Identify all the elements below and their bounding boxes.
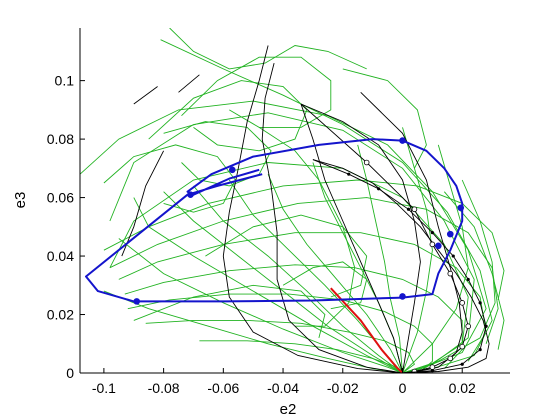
blue-marker: [446, 230, 454, 238]
dot-marker: [347, 172, 351, 176]
open-circle-marker: [459, 300, 466, 306]
open-circle-marker: [447, 270, 454, 277]
y-tick-label: 0.04: [47, 248, 74, 264]
dot-marker: [430, 369, 434, 373]
green-trajectory-line: [163, 191, 403, 373]
x-tick-label: -0.08: [148, 380, 180, 396]
open-circle-marker: [429, 241, 436, 248]
y-axis-label: e3: [12, 192, 29, 209]
black-trajectories: [121, 45, 490, 373]
axes: -0.1 -0.08 -0.06 -0.04 -0.02 0 0.02 00.020.040…: [47, 28, 510, 396]
green-trajectory-line: [258, 127, 356, 327]
green-trajectory-line: [160, 39, 493, 373]
green-trajectory-line: [267, 174, 403, 373]
blue-line: [85, 138, 464, 303]
green-trajectory-line: [402, 127, 433, 373]
x-tick-label: -0.1: [92, 380, 116, 396]
green-trajectory-line: [163, 121, 272, 187]
x-ticks: -0.1 -0.08 -0.06 -0.04 -0.02 0 0.02: [92, 368, 476, 396]
blue-marker: [399, 293, 406, 300]
black-trajectory-line: [133, 86, 158, 105]
dot-marker: [478, 348, 482, 352]
dot-marker: [478, 301, 482, 305]
open-circle-marker: [447, 355, 454, 362]
black-trajectory-line: [222, 45, 403, 373]
green-trajectory-line: [80, 100, 487, 373]
dot-marker: [484, 324, 488, 328]
green-trajectory-line: [145, 319, 415, 373]
x-tick-label: -0.04: [267, 380, 299, 396]
red-segment: [330, 287, 404, 373]
dot-marker: [451, 254, 455, 258]
blue-marker: [187, 191, 194, 198]
green-trajectory-line: [124, 264, 463, 369]
y-tick-label: 0.02: [47, 307, 74, 323]
red-line: [330, 287, 404, 373]
x-tick-label: -0.02: [327, 380, 359, 396]
green-trajectory-line: [133, 284, 326, 339]
y-tick-label: 0.06: [47, 190, 74, 206]
green-trajectory-line: [181, 56, 332, 128]
marked-trajectory-line: [300, 103, 469, 373]
x-tick-label: 0: [399, 380, 407, 396]
black-trajectory-line: [312, 159, 490, 373]
green-trajectory-line: [109, 112, 475, 373]
y-tick-label: 0: [66, 365, 74, 381]
green-trajectory-line: [127, 293, 433, 372]
marked-trajectories: [300, 103, 488, 373]
black-trajectory-line: [178, 74, 200, 93]
x-axis-label: e2: [280, 401, 297, 418]
green-trajectory-line: [205, 214, 368, 298]
blue-marker: [399, 137, 406, 144]
blue-marker: [133, 298, 141, 305]
dot-marker: [460, 362, 464, 366]
open-circle-marker: [429, 364, 436, 370]
x-tick-label: -0.06: [207, 380, 239, 396]
y-ticks: 0 0.02 0.04 0.06 0.08 0.1: [47, 73, 85, 381]
green-trajectory-line: [133, 197, 403, 373]
green-trajectory-line: [193, 185, 403, 373]
open-circle-marker: [363, 159, 370, 166]
black-trajectory-line: [360, 91, 463, 373]
open-circle-marker: [411, 206, 418, 213]
x-tick-label: 0.02: [449, 380, 476, 396]
green-trajectory-line: [118, 238, 403, 373]
blue-marker: [457, 204, 465, 212]
dot-marker: [466, 277, 470, 282]
black-trajectory-line: [121, 150, 165, 257]
green-trajectory-line: [169, 28, 367, 70]
y-tick-label: 0.1: [55, 73, 75, 89]
dot-marker: [377, 187, 381, 191]
y-tick-label: 0.08: [47, 131, 74, 147]
blue-marker: [228, 166, 236, 174]
blue-marker: [435, 242, 442, 250]
blue-trajectory: [85, 137, 465, 305]
green-trajectory-line: [282, 261, 368, 310]
open-circle-marker: [459, 343, 466, 350]
dot-marker: [430, 231, 434, 235]
green-trajectories: [80, 28, 505, 373]
black-trajectory-line: [261, 62, 403, 373]
dot-marker: [406, 207, 411, 211]
green-trajectory-line: [402, 144, 469, 373]
green-trajectory-line: [443, 191, 505, 350]
open-circle-marker: [465, 323, 471, 330]
green-trajectory-line: [148, 80, 308, 152]
green-trajectory-line: [342, 68, 427, 169]
